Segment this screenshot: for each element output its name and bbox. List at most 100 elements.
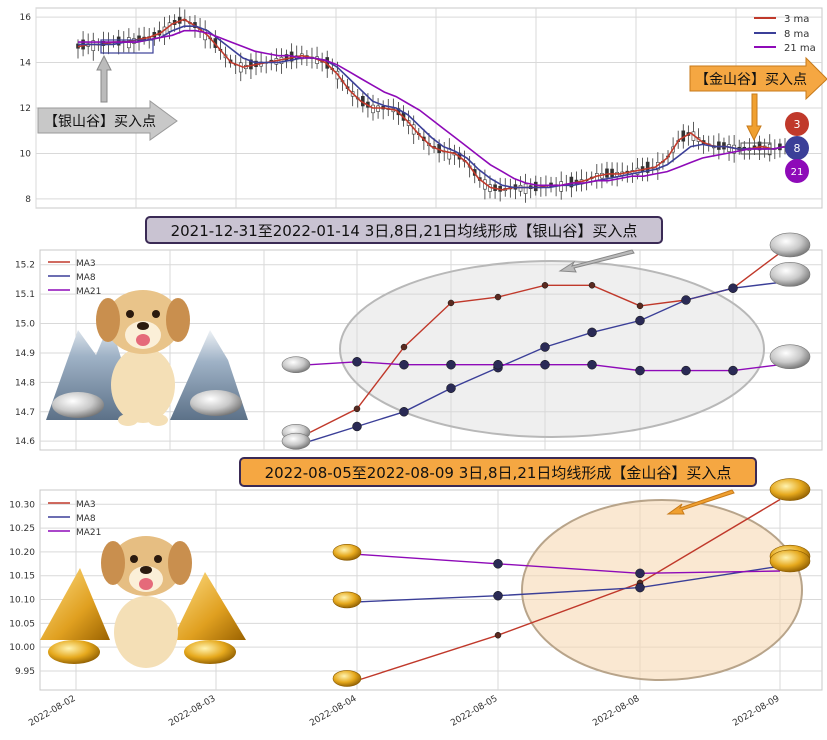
silver-point-MA8 bbox=[540, 342, 550, 352]
gold-point-MA8 bbox=[635, 582, 645, 593]
silver-y-tick-label: 15.0 bbox=[15, 320, 35, 330]
gold-y-tick-label: 10.05 bbox=[9, 619, 35, 629]
silver-ma-lines bbox=[309, 252, 781, 442]
silver-point-MA21 bbox=[399, 359, 409, 370]
silver-decoration bbox=[46, 290, 248, 426]
gold-ma-lines bbox=[356, 498, 781, 682]
legend-text-8ma: 8 ma bbox=[784, 29, 809, 40]
gold-y-tick-label: 10.15 bbox=[9, 572, 35, 582]
overview-panel: 8 10 12 14 16 3 ma 8 ma 21 ma 【银山谷】买入点 【金山谷】… bbox=[20, 7, 827, 209]
silver-point-MA21 bbox=[493, 359, 503, 370]
overview-y-tick-label: 14 bbox=[20, 59, 32, 69]
silver-point-MA8 bbox=[587, 327, 597, 338]
silver-ingot-start-icon bbox=[281, 356, 311, 374]
silver-point-MA8 bbox=[681, 295, 691, 305]
silver-y-tick-label: 14.7 bbox=[15, 408, 35, 418]
gold-legend-text-ma21: MA21 bbox=[76, 528, 101, 538]
overview-line-21ma bbox=[78, 29, 786, 187]
gold-panel: 9.9510.0010.0510.1010.1510.2010.2510.30 … bbox=[9, 457, 823, 729]
silver-buy-label: 【银山谷】买入点 bbox=[37, 100, 178, 141]
silver-title-text: 2021-12-31至2022-01-14 3日,8日,21日均线形成【银山谷】… bbox=[171, 222, 638, 240]
gold-y-tick-label: 10.20 bbox=[9, 548, 35, 558]
gold-x-tick-label: 2022-08-03 bbox=[167, 694, 217, 729]
overview-candle-body bbox=[116, 36, 121, 46]
gold-y-tick-label: 10.30 bbox=[9, 500, 35, 510]
overview-y-tick-label: 12 bbox=[20, 104, 31, 114]
ma3-marker-text: 3 bbox=[794, 118, 801, 131]
gold-decoration bbox=[40, 536, 246, 668]
overview-candle-body bbox=[569, 176, 574, 188]
gold-legend-text-ma8: MA8 bbox=[76, 514, 96, 524]
gold-point-MA8 bbox=[493, 590, 503, 601]
silver-legend-text-ma3: MA3 bbox=[76, 259, 96, 269]
silver-point-MA3 bbox=[494, 293, 502, 301]
silver-ingot-end-icon bbox=[769, 232, 811, 258]
gold-y-tick-label: 10.10 bbox=[9, 596, 35, 606]
ma-markers: 3 8 21 bbox=[785, 112, 809, 183]
overview-line-8ma bbox=[78, 25, 786, 189]
gold-dog-icon bbox=[101, 536, 192, 668]
silver-buy-text: 【银山谷】买入点 bbox=[44, 114, 156, 130]
gold-highlight-box bbox=[740, 142, 772, 155]
silver-title-box: 2021-12-31至2022-01-14 3日,8日,21日均线形成【银山谷】… bbox=[145, 216, 663, 244]
legend-text-3ma: 3 ma bbox=[784, 14, 809, 25]
overview-y-tick-label: 16 bbox=[20, 13, 32, 23]
dog-icon bbox=[96, 290, 190, 426]
silver-ingot-right-icon bbox=[190, 390, 242, 416]
silver-point-MA8 bbox=[728, 283, 738, 293]
overview-candle-body bbox=[610, 168, 614, 178]
silver-legend-text-ma8: MA8 bbox=[76, 273, 96, 283]
gold-x-tick-label: 2022-08-09 bbox=[731, 694, 782, 729]
gold-y-tick-label: 10.00 bbox=[9, 643, 35, 653]
silver-point-MA8 bbox=[635, 315, 645, 326]
gold-pyramid-right-icon bbox=[172, 572, 246, 640]
overview-y-ticks: 8 10 12 14 16 bbox=[20, 13, 32, 205]
silver-y-tick-label: 15.1 bbox=[15, 290, 35, 300]
gold-arrow-down bbox=[746, 93, 762, 142]
overview-legend: 3 ma 8 ma 21 ma bbox=[754, 14, 816, 54]
gold-x-ticks: 2022-08-02 2022-08-03 2022-08-04 2022-08-05… bbox=[27, 694, 782, 729]
silver-point-MA21 bbox=[352, 357, 362, 367]
silver-ingot-left-icon bbox=[52, 392, 104, 418]
gold-y-tick-label: 10.25 bbox=[9, 524, 35, 534]
silver-highlight-ellipse bbox=[339, 260, 765, 438]
gold-ingot-start-icon bbox=[332, 543, 362, 561]
overview-candle-body bbox=[717, 141, 721, 150]
silver-point-MA3 bbox=[541, 282, 549, 289]
gold-point-MA21 bbox=[635, 568, 645, 579]
silver-point-MA3 bbox=[588, 282, 596, 289]
gold-x-tick-label: 2022-08-04 bbox=[308, 694, 359, 729]
gold-ingot-start-icon bbox=[332, 591, 362, 609]
silver-y-tick-label: 14.8 bbox=[15, 378, 35, 388]
overview-candle-body bbox=[645, 161, 650, 173]
gold-line-MA3 bbox=[356, 498, 781, 682]
silver-ingot-start-icon bbox=[281, 432, 311, 450]
silver-point-MA21 bbox=[446, 359, 456, 370]
gold-pyramid-left-icon bbox=[40, 568, 110, 640]
silver-pointer-arrow bbox=[558, 249, 635, 273]
overview-ma-lines bbox=[77, 18, 786, 191]
gold-x-tick-label: 2022-08-08 bbox=[591, 694, 642, 729]
overview-candle-body bbox=[559, 181, 564, 192]
silver-point-MA3 bbox=[400, 343, 408, 351]
overview-candle-body bbox=[249, 59, 253, 70]
gold-title-box: 2022-08-05至2022-08-09 3日,8日,21日均线形成【金山谷】… bbox=[239, 457, 757, 487]
gold-line-MA8 bbox=[356, 565, 781, 603]
overview-y-tick-label: 8 bbox=[25, 195, 31, 205]
gold-y-ticks: 9.95 10.00 10.05 10.10 10.15 10.20 10.25 10.30 bbox=[9, 500, 35, 677]
silver-point-MA8 bbox=[352, 421, 362, 432]
gold-legend-text-ma3: MA3 bbox=[76, 500, 96, 510]
overview-candle-body bbox=[523, 183, 528, 194]
ma8-marker bbox=[785, 136, 809, 160]
silver-y-ticks: 14.6 14.7 14.8 14.9 15.0 15.1 15.2 bbox=[15, 261, 35, 447]
overview-candle-body bbox=[91, 40, 96, 51]
silver-point-MA21 bbox=[728, 365, 738, 376]
silver-ingot-end-icon bbox=[769, 344, 811, 370]
ma8-marker-text: 8 bbox=[794, 142, 801, 155]
silver-point-MA21 bbox=[635, 365, 645, 376]
gold-point-MA3 bbox=[494, 631, 502, 639]
ma21-marker-text: 21 bbox=[791, 167, 804, 178]
gold-ingot-end-icon bbox=[769, 549, 811, 573]
gold-highlight-ellipse bbox=[521, 499, 803, 681]
